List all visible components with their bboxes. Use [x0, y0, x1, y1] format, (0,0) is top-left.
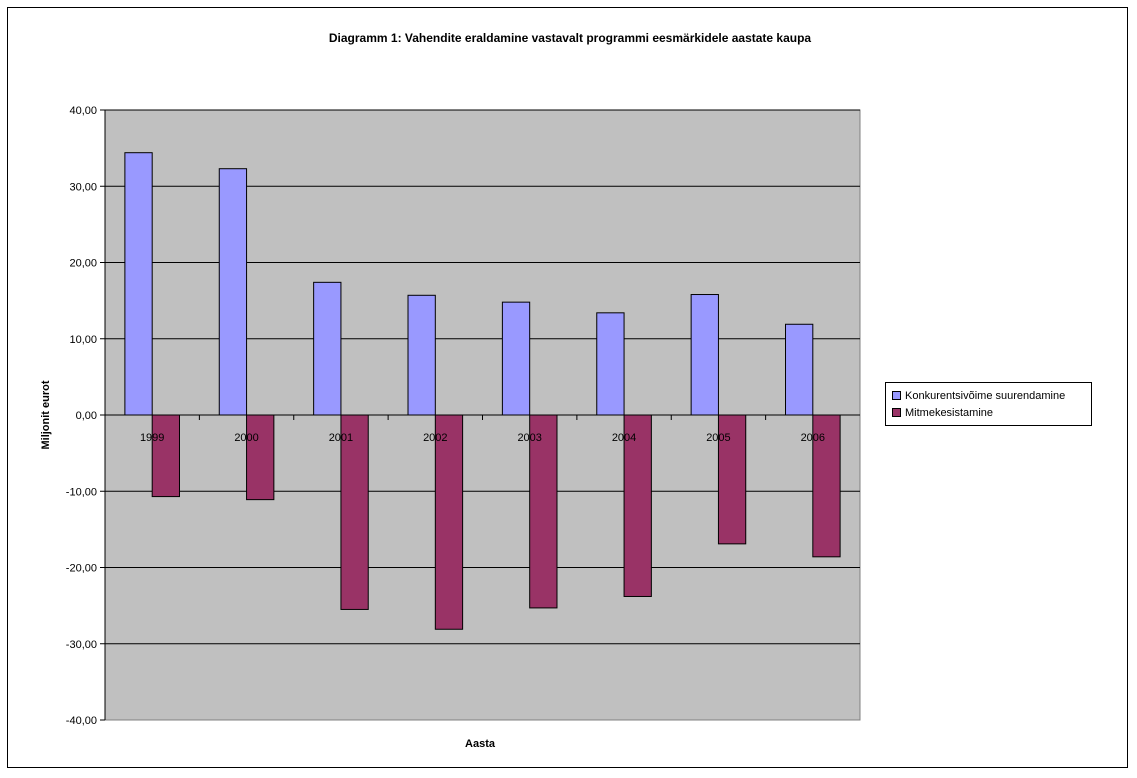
- legend-label: Konkurentsivõime suurendamine: [905, 390, 1066, 402]
- x-axis-title: Aasta: [465, 738, 496, 750]
- bar-konkurentsivoime-2000: [218, 168, 248, 416]
- y-tick-label: 40,00: [69, 105, 97, 117]
- legend-swatch-icon: [892, 390, 901, 400]
- y-tick-label: -40,00: [66, 715, 97, 727]
- y-axis-title: Miljonit eurot: [40, 380, 52, 449]
- bar-mitmekesistamine-2005: [717, 414, 747, 545]
- x-tick-label: 2000: [234, 432, 258, 444]
- y-tick-label: 30,00: [69, 181, 97, 193]
- plot-area: -40,00 -30,00 -20,00 -10,00 0,00 10,00 20,00 30…: [66, 105, 861, 727]
- bar-mitmekesistamine-2006: [812, 414, 841, 558]
- x-tick-label: 2002: [423, 432, 447, 444]
- x-tick-label: 2004: [612, 432, 636, 444]
- bar-konkurentsivoime-2002: [407, 294, 436, 416]
- bar-konkurentsivoime-2005: [690, 294, 719, 416]
- legend-label: Mitmekesistamine: [905, 407, 994, 419]
- bar-konkurentsivoime-1999: [124, 152, 153, 416]
- bar-mitmekesistamine-2004: [623, 414, 652, 597]
- bar-konkurentsivoime-2006: [785, 323, 814, 416]
- y-tick-label: 20,00: [69, 258, 97, 270]
- bar-mitmekesistamine-2003: [529, 414, 558, 609]
- bar-mitmekesistamine-2001: [340, 414, 369, 610]
- x-tick-label: 2001: [329, 432, 353, 444]
- legend-swatch-icon: [892, 407, 901, 417]
- x-tick-label: 2003: [517, 432, 541, 444]
- legend-item-mitmekesistamine: Mitmekesistamine: [892, 406, 993, 420]
- legend-item-konkurentsivoime: Konkurentsivõime suurendamine: [892, 389, 1065, 403]
- y-tick-label: -20,00: [66, 563, 97, 575]
- x-tick-label: 1999: [140, 432, 164, 444]
- y-tick-label: 10,00: [69, 334, 97, 346]
- y-tick-label: -30,00: [66, 639, 97, 651]
- legend: Konkurentsivõime suurendamine Mitmekesis…: [885, 382, 1092, 426]
- bar-mitmekesistamine-2002: [434, 414, 464, 630]
- chart-title: Diagramm 1: Vahendite eraldamine vastava…: [329, 31, 812, 45]
- bar-mitmekesistamine-2000: [246, 414, 275, 501]
- bar-konkurentsivoime-2004: [596, 312, 625, 416]
- y-tick-label: -10,00: [66, 486, 97, 498]
- bar-konkurentsivoime-2001: [313, 281, 342, 416]
- x-tick-label: 2005: [706, 432, 730, 444]
- bar-mitmekesistamine-1999: [151, 414, 180, 498]
- bar-konkurentsivoime-2003: [501, 301, 531, 416]
- y-tick-label: 0,00: [76, 410, 97, 422]
- x-tick-label: 2006: [801, 432, 825, 444]
